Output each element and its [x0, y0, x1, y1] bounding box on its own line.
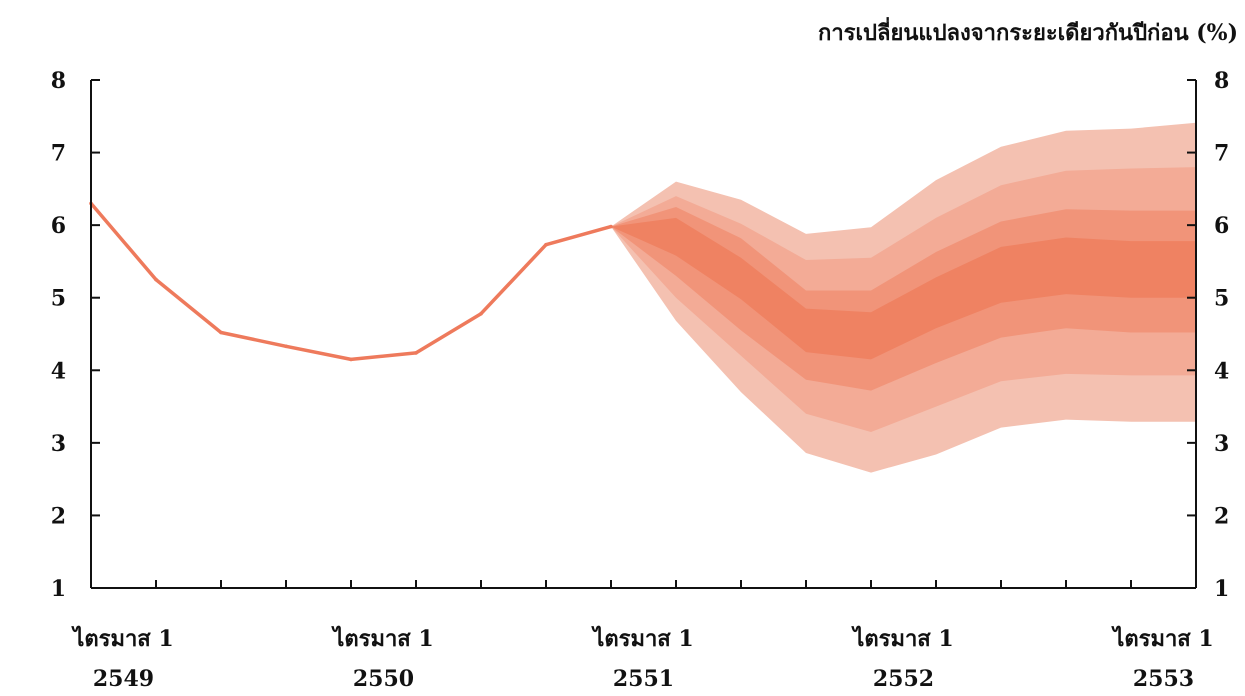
history-series: [89, 201, 613, 362]
history-point: [219, 330, 223, 335]
history-line: [89, 202, 612, 362]
history-point: [414, 351, 418, 355]
x-tick-label-quarter: ไตรมาส 1: [851, 625, 953, 652]
history-point: [284, 344, 288, 349]
y-tick-label-left: 7: [51, 141, 66, 167]
y-tick-label-left: 1: [51, 576, 66, 602]
y-tick-label-right: 6: [1214, 213, 1229, 239]
y-tick-label-left: 8: [51, 68, 66, 94]
y-tick-label-left: 5: [51, 286, 66, 312]
fan-chart-bands: [611, 122, 1196, 473]
y-tick-label-left: 2: [51, 503, 66, 529]
unit-label: การเปลี่ยนแปลงจากระยะเดียวกันปีก่อน (%): [818, 16, 1238, 46]
history-point: [609, 224, 613, 229]
fan-band-4: [611, 217, 1196, 360]
y-tick-label-left: 6: [51, 213, 66, 239]
x-tick-label-year: 2552: [873, 666, 934, 692]
y-tick-label-left: 3: [51, 431, 66, 457]
y-tick-label-right: 1: [1214, 576, 1229, 602]
x-tick-label-year: 2549: [93, 666, 154, 692]
y-tick-label-right: 8: [1214, 68, 1229, 94]
x-tick-label-quarter: ไตรมาส 1: [71, 625, 173, 652]
history-point: [479, 311, 483, 316]
x-tick-label-year: 2551: [613, 666, 674, 692]
history-point: [544, 242, 548, 247]
y-tick-label-right: 7: [1214, 141, 1229, 167]
x-tick-label-year: 2550: [353, 666, 414, 692]
y-tick-label-right: 2: [1214, 503, 1229, 529]
x-tick-label-quarter: ไตรมาส 1: [331, 625, 433, 652]
y-tick-label-right: 4: [1214, 358, 1229, 384]
history-point: [154, 277, 158, 282]
axes: 1 1 2 2 3 3 4 4 5 5 6 6 7 7 8 8 ไตรมาส 1 2549 ไตรมาส 1 2550…: [51, 68, 1230, 692]
y-tick-label-right: 5: [1214, 286, 1229, 312]
x-tick-label-quarter: ไตรมาส 1: [591, 625, 693, 652]
x-tick-label-quarter: ไตรมาส 1: [1111, 625, 1213, 652]
y-tick-label-left: 4: [51, 358, 66, 384]
history-point: [349, 357, 353, 362]
x-tick-label-year: 2553: [1133, 666, 1194, 692]
y-tick-label-right: 3: [1214, 431, 1229, 457]
